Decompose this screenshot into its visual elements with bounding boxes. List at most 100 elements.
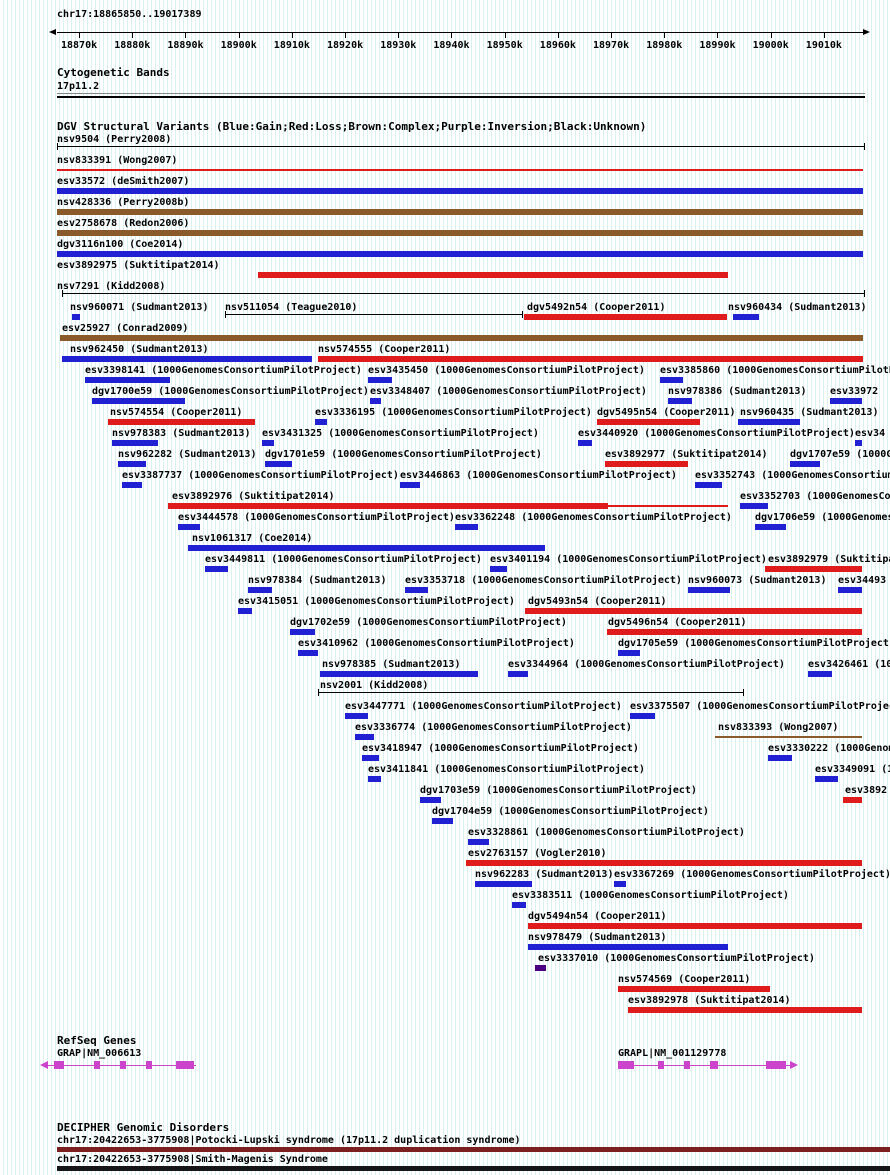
variant-bar[interactable] [755, 524, 786, 530]
variant-bar[interactable] [614, 881, 626, 887]
variant-bar[interactable] [578, 440, 592, 446]
gene-line[interactable] [618, 1065, 790, 1066]
variant-bar[interactable] [535, 965, 546, 971]
variant-bar[interactable] [738, 419, 800, 425]
variant-label[interactable]: dgv5494n54 (Cooper2011) [528, 911, 667, 922]
variant-bar[interactable] [790, 461, 820, 467]
variant-label[interactable]: esv2758678 (Redon2006) [57, 218, 190, 229]
variant-label[interactable]: nsv574555 (Cooper2011) [318, 344, 451, 355]
variant-label[interactable]: esv3401194 (1000GenomesConsortiumPilotPr… [490, 554, 767, 565]
variant-label[interactable]: nsv978384 (Sudmant2013) [248, 575, 387, 586]
variant-label[interactable]: esv3352703 (1000GenomesConsortiumPilotPr… [740, 491, 890, 502]
variant-bar[interactable] [258, 272, 728, 278]
variant-label[interactable]: esv3362248 (1000GenomesConsortiumPilotPr… [455, 512, 732, 523]
gene-exon[interactable] [94, 1061, 100, 1069]
variant-label[interactable]: nsv1061317 (Coe2014) [192, 533, 313, 544]
variant-bar[interactable] [57, 230, 863, 236]
variant-bar[interactable] [248, 587, 272, 593]
variant-label[interactable]: dgv5492n54 (Cooper2011) [527, 302, 666, 313]
gene-exon[interactable] [176, 1061, 194, 1069]
variant-bar[interactable] [62, 356, 312, 362]
variant-label[interactable]: nsv574569 (Cooper2011) [618, 974, 751, 985]
variant-label[interactable]: nsv978479 (Sudmant2013) [528, 932, 667, 943]
variant-bar[interactable] [57, 251, 863, 257]
variant-label[interactable]: nsv833391 (Wong2007) [57, 155, 178, 166]
variant-label[interactable]: esv25927 (Conrad2009) [62, 323, 189, 334]
variant-label[interactable]: dgv5496n54 (Cooper2011) [608, 617, 747, 628]
variant-bar[interactable] [85, 377, 170, 383]
variant-label[interactable]: nsv960071 (Sudmant2013) [70, 302, 209, 313]
variant-bar[interactable] [432, 818, 453, 824]
variant-bar[interactable] [815, 776, 838, 782]
variant-label[interactable]: nsv511054 (Teague2010) [225, 302, 358, 313]
variant-bar[interactable] [118, 461, 146, 467]
variant-label[interactable]: nsv428336 (Perry2008b) [57, 197, 190, 208]
variant-label[interactable]: esv3336195 (1000GenomesConsortiumPilotPr… [315, 407, 592, 418]
variant-bar[interactable] [420, 797, 441, 803]
variant-label[interactable]: esv3444578 (1000GenomesConsortiumPilotPr… [178, 512, 455, 523]
variant-label[interactable]: dgv1705e59 (1000GenomesConsortiumPilotPr… [618, 638, 890, 649]
variant-bar[interactable] [188, 545, 545, 551]
variant-bar[interactable] [405, 587, 428, 593]
variant-label[interactable]: esv3398141 (1000GenomesConsortiumPilotPr… [85, 365, 362, 376]
variant-bar[interactable] [178, 524, 200, 530]
decipher-entry-label[interactable]: chr17:20422653-3775908|Potocki-Lupski sy… [57, 1135, 521, 1146]
variant-bar[interactable] [368, 776, 381, 782]
variant-label[interactable]: nsv962450 (Sudmant2013) [70, 344, 209, 355]
variant-label[interactable]: esv3349091 (1000GenomesConsortiumPilotPr… [815, 764, 890, 775]
variant-bar[interactable] [618, 986, 770, 992]
variant-label[interactable]: esv3383511 (1000GenomesConsortiumPilotPr… [512, 890, 789, 901]
variant-bar[interactable] [168, 503, 608, 509]
variant-bar[interactable] [733, 314, 759, 320]
variant-label[interactable]: nsv960434 (Sudmant2013) [728, 302, 867, 313]
variant-bar[interactable] [355, 734, 374, 740]
variant-label[interactable]: esv33972 [830, 386, 879, 397]
gene-exon[interactable] [766, 1061, 786, 1069]
variant-label[interactable]: esv3387737 (1000GenomesConsortiumPilotPr… [122, 470, 399, 481]
variant-bar[interactable] [57, 209, 863, 215]
variant-bar[interactable] [512, 902, 526, 908]
variant-label[interactable]: esv3892975 (Suktitipat2014) [57, 260, 220, 271]
variant-label[interactable]: esv3337010 (1000GenomesConsortiumPilotPr… [538, 953, 815, 964]
variant-label[interactable]: dgv5493n54 (Cooper2011) [528, 596, 667, 607]
variant-label[interactable]: esv3892976 (Suktitipat2014) [172, 491, 335, 502]
variant-bar[interactable] [838, 587, 862, 593]
variant-bar[interactable] [455, 524, 478, 530]
variant-bar[interactable] [715, 736, 862, 738]
variant-label[interactable]: esv3385860 (1000GenomesConsortiumPilotPr… [660, 365, 890, 376]
variant-label[interactable]: esv3348407 (1000GenomesConsortiumPilotPr… [370, 386, 647, 397]
variant-label[interactable]: dgv1700e59 (1000GenomesConsortiumPilotPr… [92, 386, 369, 397]
variant-label[interactable]: esv3426461 (1000GenomesConsortiumPilotPr… [808, 659, 890, 670]
variant-label[interactable]: esv3344964 (1000GenomesConsortiumPilotPr… [508, 659, 785, 670]
variant-label[interactable]: dgv1703e59 (1000GenomesConsortiumPilotPr… [420, 785, 697, 796]
variant-label[interactable]: dgv1706e59 (1000GenomesConsortiumPilotPr… [755, 512, 890, 523]
variant-label[interactable]: dgv5495n54 (Cooper2011) [597, 407, 736, 418]
variant-label[interactable]: dgv1707e59 (1000GenomesConsortiumPilotPr… [790, 449, 890, 460]
variant-label[interactable]: esv3336774 (1000GenomesConsortiumPilotPr… [355, 722, 632, 733]
gene-exon[interactable] [710, 1061, 718, 1069]
variant-bar[interactable] [108, 419, 255, 425]
variant-label[interactable]: nsv2001 (Kidd2008) [320, 680, 429, 691]
variant-label[interactable]: nsv962282 (Sudmant2013) [118, 449, 257, 460]
variant-bar[interactable] [318, 356, 863, 362]
variant-label[interactable]: esv3447771 (1000GenomesConsortiumPilotPr… [345, 701, 622, 712]
variant-bar[interactable] [528, 944, 728, 950]
variant-bar[interactable] [740, 503, 768, 509]
variant-bar[interactable] [225, 311, 523, 318]
variant-bar[interactable] [318, 689, 744, 696]
variant-label[interactable]: dgv3116n100 (Coe2014) [57, 239, 184, 250]
gene-exon[interactable] [120, 1061, 126, 1069]
variant-bar[interactable] [72, 314, 80, 320]
variant-bar[interactable] [668, 398, 692, 404]
variant-bar[interactable] [262, 440, 274, 446]
variant-label[interactable]: dgv1704e59 (1000GenomesConsortiumPilotPr… [432, 806, 709, 817]
variant-bar[interactable] [524, 314, 727, 320]
variant-bar[interactable] [490, 566, 507, 572]
variant-label[interactable]: esv33572 (deSmith2007) [57, 176, 190, 187]
variant-bar[interactable] [362, 755, 379, 761]
variant-label[interactable]: nsv962283 (Sudmant2013) [475, 869, 614, 880]
variant-label[interactable]: esv3892979 (Suktitipat2014) [768, 554, 890, 565]
variant-label[interactable]: nsv978386 (Sudmant2013) [668, 386, 807, 397]
variant-bar[interactable] [688, 587, 730, 593]
variant-label[interactable]: esv34493 [838, 575, 887, 586]
